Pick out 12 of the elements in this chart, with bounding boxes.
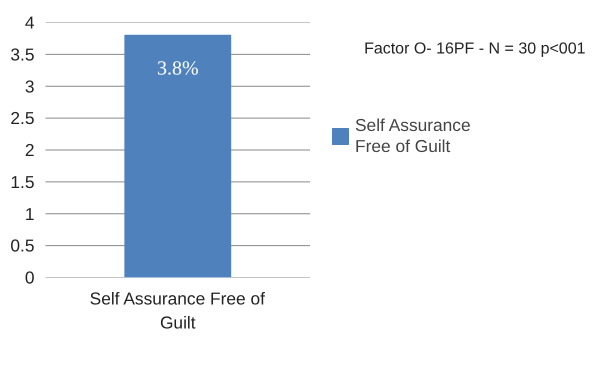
text: Factor O- 16PF - N = 30 p<001 xyxy=(364,40,586,58)
y-tick-label: 2.5 xyxy=(10,108,35,128)
data-label: 3.8% xyxy=(156,57,199,80)
legend-label: Self Assurance Free of Guilt xyxy=(355,115,472,157)
y-tick-label: 1 xyxy=(24,204,35,224)
y-tick-label: 2 xyxy=(24,140,35,160)
y-tick-label: 0.5 xyxy=(10,236,35,256)
y-tick-label: 3.5 xyxy=(10,44,35,64)
y-tick-label: 4 xyxy=(24,12,35,32)
y-tick-label: 1.5 xyxy=(10,172,35,192)
y-tick-label: 3 xyxy=(24,76,35,96)
y-tick-label: 0 xyxy=(24,268,35,288)
